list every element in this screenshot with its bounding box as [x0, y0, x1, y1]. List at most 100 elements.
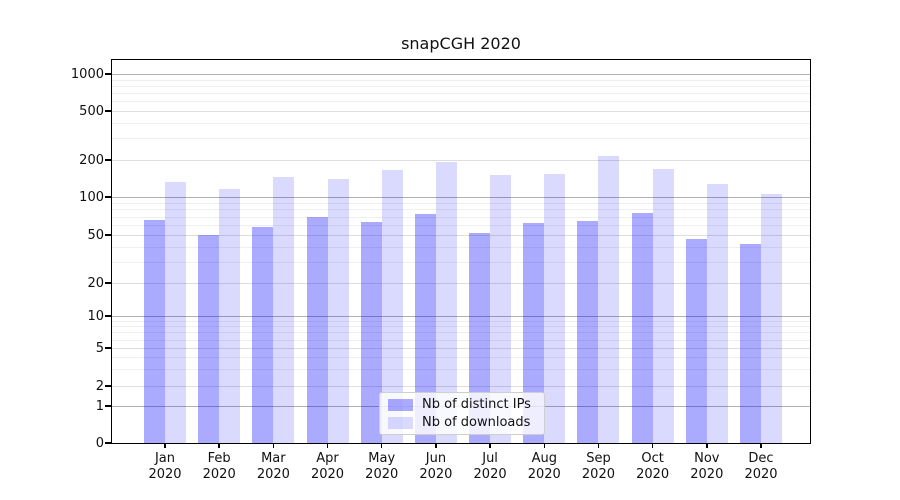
x-tick-label-jul: Jul 2020	[473, 451, 507, 482]
y-tick-label-10: 10	[87, 308, 104, 324]
x-tick-label-sep: Sep 2020	[581, 451, 615, 482]
y-tick-label-200: 200	[79, 152, 104, 168]
x-tick-mar	[272, 443, 275, 448]
bar-distinct-ips-may	[360, 222, 382, 443]
gridline-minor-70	[112, 216, 810, 218]
gridline-minor-7	[112, 332, 810, 334]
bar-downloads-mar	[273, 176, 295, 443]
bar-downloads-jun	[435, 161, 457, 443]
x-tick-aug	[543, 443, 546, 448]
y-tick-50	[105, 234, 111, 236]
x-tick-jul	[489, 443, 491, 448]
gridline-minor-700	[112, 93, 810, 95]
y-tick-2	[105, 385, 111, 387]
bar-downloads-dec	[761, 193, 782, 443]
y-tick-10	[105, 315, 111, 317]
y-tick-0	[105, 442, 111, 444]
x-tick-feb	[218, 443, 220, 448]
bar-distinct-ips-dec	[740, 244, 761, 443]
gridline-minor-300	[112, 138, 810, 140]
x-tick-label-apr: Apr 2020	[310, 451, 345, 482]
x-tick-nov	[706, 443, 708, 448]
bar-downloads-may	[381, 169, 403, 443]
legend-label-downloads: Nb of downloads	[422, 415, 531, 430]
bar-downloads-jan	[165, 182, 186, 443]
bar-distinct-ips-nov	[685, 239, 707, 443]
bar-distinct-ips-oct	[631, 212, 653, 443]
bar-distinct-ips-feb	[198, 235, 220, 443]
gridline-20	[112, 283, 810, 284]
y-tick-label-50: 50	[87, 227, 104, 243]
y-tick-500	[105, 110, 111, 112]
gridline-minor-6	[112, 339, 810, 341]
y-tick-1000	[105, 73, 111, 75]
bar-distinct-ips-jan	[144, 219, 165, 443]
gridline-minor-800	[112, 85, 810, 87]
gridline-1000	[112, 74, 810, 75]
legend: Nb of distinct IPs Nb of downloads	[379, 392, 545, 435]
y-tick-1	[105, 405, 111, 407]
legend-swatch-distinct-ips	[388, 398, 413, 411]
y-tick-label-0: 0	[95, 435, 104, 451]
y-tick-label-100: 100	[79, 189, 104, 205]
gridline-minor-400	[112, 122, 810, 124]
bar-distinct-ips-sep	[577, 221, 599, 443]
gridline-minor-8	[112, 326, 810, 328]
gridline-minor-30	[112, 261, 810, 263]
y-tick-20	[105, 282, 111, 284]
bar-distinct-ips-jul	[469, 232, 491, 443]
x-tick-label-may: May 2020	[365, 451, 399, 482]
bar-distinct-ips-aug	[523, 223, 545, 443]
x-tick-dec	[760, 443, 762, 448]
x-tick-sep	[597, 443, 600, 448]
legend-row-distinct-ips: Nb of distinct IPs	[380, 397, 544, 412]
legend-row-downloads: Nb of downloads	[380, 415, 544, 430]
bar-distinct-ips-apr	[306, 217, 328, 443]
x-tick-label-mar: Mar 2020	[256, 451, 290, 482]
bar-downloads-nov	[706, 184, 728, 443]
x-tick-label-jan: Jan 2020	[148, 451, 182, 482]
bar-downloads-aug	[544, 174, 566, 443]
y-tick-5	[105, 347, 111, 349]
gridline-200	[112, 160, 810, 161]
x-tick-jun	[435, 443, 437, 448]
y-tick-label-2: 2	[95, 378, 104, 394]
gridline-100	[112, 197, 810, 198]
gridline-2	[112, 386, 810, 387]
x-tick-oct	[651, 443, 654, 448]
bar-distinct-ips-jun	[414, 213, 436, 443]
x-tick-label-feb: Feb 2020	[202, 451, 236, 482]
chart-title: snapCGH 2020	[401, 34, 521, 53]
gridline-500	[112, 111, 810, 112]
x-tick-label-jun: Jun 2020	[419, 451, 453, 482]
bar-downloads-feb	[219, 189, 241, 443]
y-tick-label-5: 5	[95, 340, 104, 356]
gridline-minor-4	[112, 357, 810, 359]
x-tick-may	[380, 443, 383, 448]
gridline-5	[112, 348, 810, 349]
bar-downloads-oct	[652, 168, 674, 443]
legend-swatch-downloads	[388, 416, 413, 429]
gridline-minor-60	[112, 225, 810, 226]
legend-label-distinct-ips: Nb of distinct IPs	[422, 397, 531, 412]
gridline-minor-3	[112, 369, 810, 371]
x-tick-apr	[326, 443, 329, 448]
bar-downloads-apr	[327, 179, 349, 443]
x-tick-label-dec: Dec 2020	[744, 451, 778, 482]
y-tick-label-20: 20	[87, 275, 104, 291]
y-tick-200	[105, 159, 111, 161]
y-tick-100	[105, 196, 111, 198]
gridline-minor-90	[112, 202, 810, 204]
y-tick-label-1000: 1000	[70, 66, 104, 82]
x-tick-label-nov: Nov 2020	[690, 451, 724, 482]
gridline-minor-9	[112, 320, 810, 322]
gridline-minor-900	[112, 79, 810, 81]
bar-downloads-sep	[598, 156, 620, 443]
y-tick-label-1: 1	[95, 398, 104, 414]
x-tick-jan	[164, 443, 166, 448]
bar-downloads-jul	[490, 175, 512, 443]
y-tick-label-500: 500	[79, 103, 104, 119]
gridline-minor-40	[112, 246, 810, 248]
gridline-10	[112, 316, 810, 317]
